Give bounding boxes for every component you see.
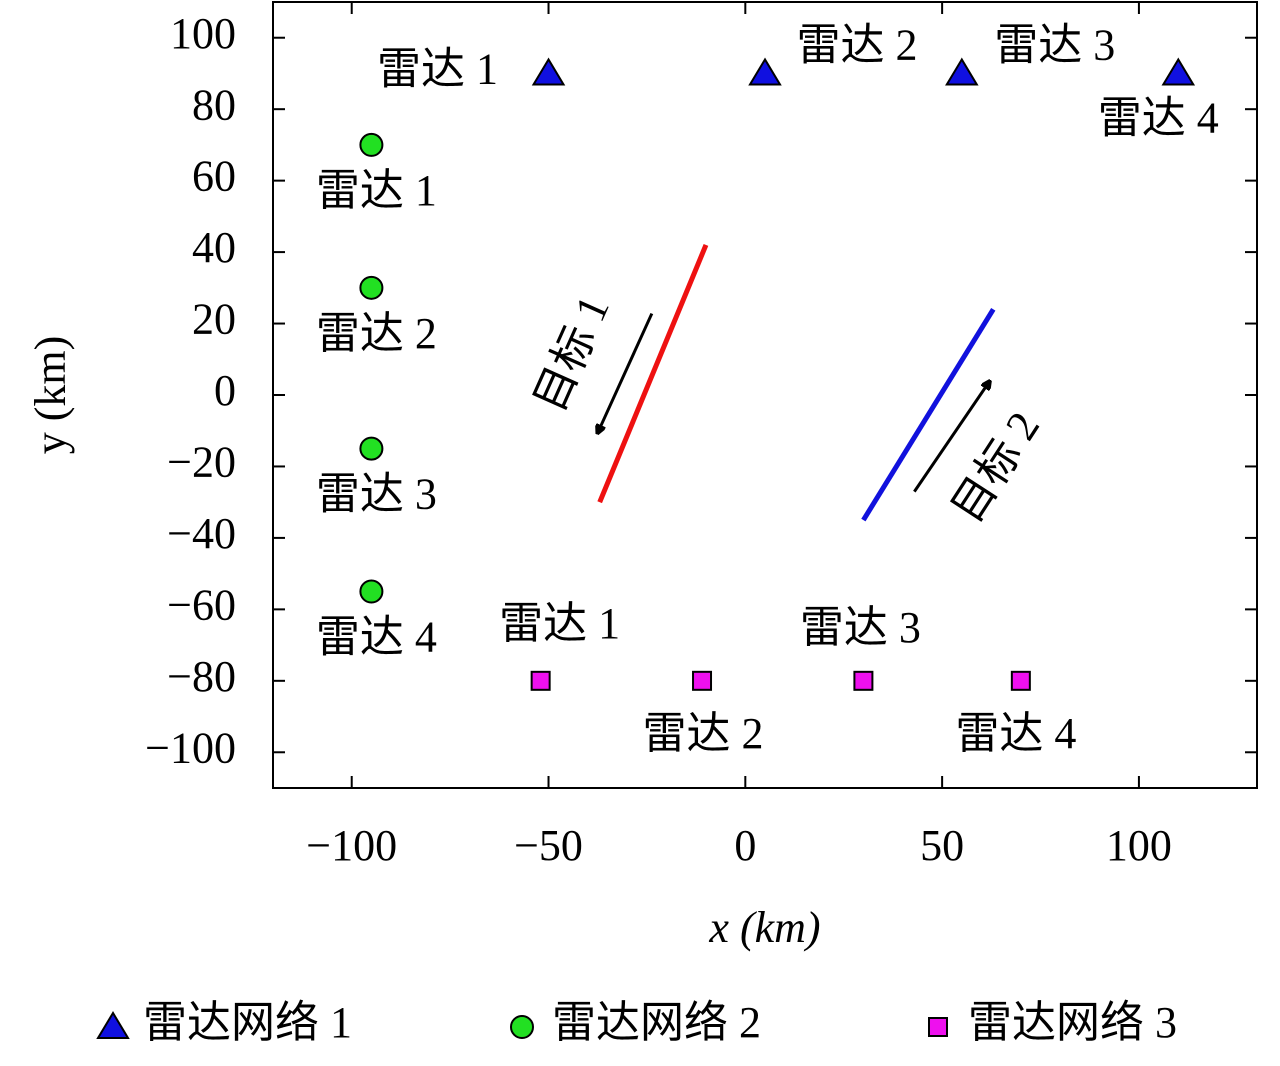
point-label: 雷达 1 [377,45,498,94]
x-tick-label: −50 [514,821,583,870]
y-axis-label: y (km) [26,336,75,455]
y-tick-label: −20 [167,438,236,487]
target-track [597,243,709,504]
marker [359,132,384,157]
direction-arrow [598,312,654,433]
legend-label: 雷达网络 3 [968,998,1177,1047]
point-label: 雷达 3 [316,470,437,519]
marker [359,579,384,604]
y-tick-label: 100 [170,9,236,58]
marker [359,275,384,300]
point-label: 雷达 2 [316,309,437,358]
point-label: 雷达 4 [316,613,437,662]
point-label: 雷达 2 [643,709,764,758]
marker [692,670,713,691]
target-track [861,307,996,522]
legend-marker [96,1011,130,1039]
point-label: 雷达 4 [1098,94,1219,143]
point-label: 雷达 3 [800,603,921,652]
marker [748,57,782,86]
marker [853,670,874,691]
legend-label: 雷达网络 2 [552,998,761,1047]
marker [1161,57,1196,86]
marker [945,57,979,86]
x-tick-label: 50 [920,821,964,870]
x-tick-label: 100 [1106,821,1172,870]
y-tick-label: 60 [192,152,236,201]
y-tick-label: 80 [192,80,236,129]
marker [530,670,551,691]
marker [1010,670,1031,691]
y-tick-label: −100 [145,723,236,772]
y-tick-label: 0 [214,366,236,415]
marker [359,436,384,461]
point-label: 雷达 3 [994,21,1115,70]
y-tick-label: −60 [167,580,236,629]
point-label: 雷达 4 [955,709,1076,758]
y-tick-label: −40 [167,509,236,558]
target-label: 目标 2 [942,403,1049,531]
direction-arrow [913,382,989,493]
legend-label: 雷达网络 1 [143,998,352,1047]
point-label: 雷达 1 [316,166,437,215]
target-label: 目标 1 [525,289,619,419]
point-label: 雷达 2 [797,21,918,70]
x-axis-label: x (km) [708,903,820,952]
legend-marker [928,1017,948,1037]
y-tick-label: −80 [167,652,236,701]
y-tick-label: 20 [192,295,236,344]
y-tick-label: 40 [192,223,236,272]
legend-marker [510,1015,534,1039]
point-label: 雷达 1 [499,599,620,648]
x-tick-label: 0 [734,821,756,870]
marker [531,57,566,86]
x-tick-label: −100 [306,821,397,870]
